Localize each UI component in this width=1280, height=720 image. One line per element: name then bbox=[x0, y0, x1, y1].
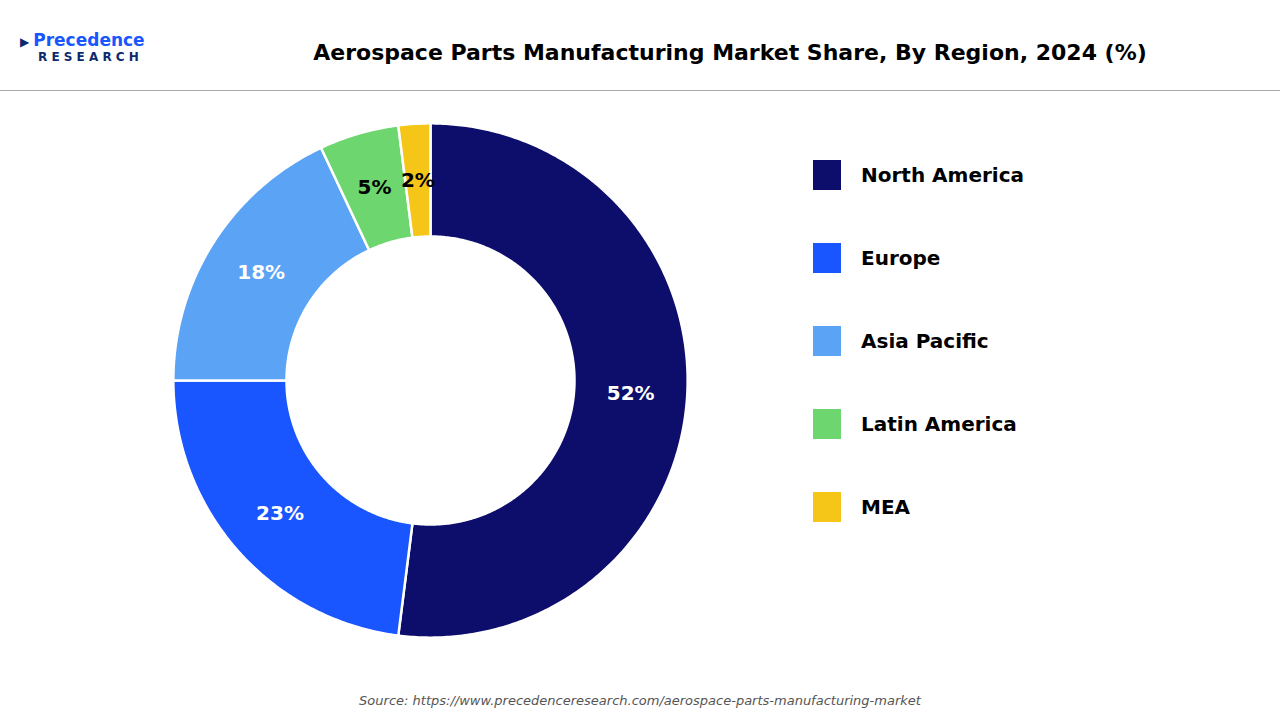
svg-text:18%: 18% bbox=[237, 260, 285, 284]
html-text:Aerospace Parts Manufacturing: Aerospace Parts Manufacturing Market Sha… bbox=[313, 40, 1147, 65]
html-text:Latin America: Latin America bbox=[861, 412, 1017, 436]
html-text:North America: North America bbox=[861, 163, 1025, 187]
svg-text:5%: 5% bbox=[358, 175, 392, 199]
html-text:MEA: MEA bbox=[861, 495, 910, 519]
html-text:R E S E A R C H: R E S E A R C H bbox=[38, 50, 139, 65]
html-text:Asia Pacific: Asia Pacific bbox=[861, 329, 989, 353]
html-text:Source: https://www.precedence: Source: https://www.precedenceresearch.c… bbox=[359, 693, 921, 708]
svg-text:52%: 52% bbox=[607, 380, 655, 404]
html-text:Europe: Europe bbox=[861, 246, 941, 270]
html-text:▶ Precedence: ▶ Precedence bbox=[20, 30, 145, 50]
svg-text:2%: 2% bbox=[401, 168, 435, 192]
svg-text:23%: 23% bbox=[256, 501, 304, 525]
